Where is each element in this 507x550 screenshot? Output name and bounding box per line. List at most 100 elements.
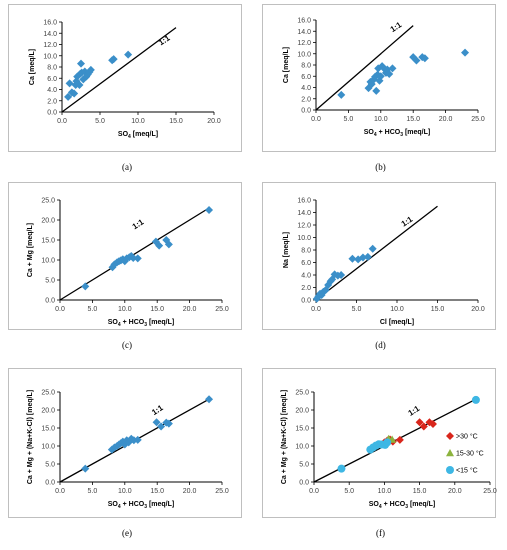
y-tick-label: 2.0 — [301, 285, 311, 292]
data-point-series-2 — [471, 395, 480, 404]
y-tick-label: 16.0 — [297, 198, 311, 205]
y-tick-label: 25.0 — [41, 390, 55, 397]
y-axis-label: Ca [meq/L] — [29, 49, 36, 85]
legend-entry: <15 °C — [456, 467, 478, 475]
x-tick-label: 15.0 — [431, 306, 445, 313]
caption-b: (b) — [375, 162, 386, 172]
y-tick-label: 8.0 — [301, 63, 311, 70]
y-tick-label: 6.0 — [301, 74, 311, 81]
data-point-series-2 — [337, 464, 346, 473]
data-point — [409, 53, 418, 62]
data-point — [129, 436, 138, 445]
x-tick-label: 15.0 — [169, 118, 183, 125]
data-point — [358, 253, 367, 262]
caption-d: (d) — [375, 340, 386, 350]
data-point — [337, 90, 346, 99]
reference-line-1-1 — [315, 25, 414, 111]
y-tick-label: 4.0 — [47, 87, 57, 94]
x-tick-label: 15.0 — [413, 488, 427, 495]
legend-marker — [446, 449, 454, 457]
data-point — [64, 92, 73, 101]
reference-line-1-1 — [61, 27, 177, 113]
y-tick-label: 15.0 — [41, 426, 55, 433]
data-point — [81, 282, 90, 291]
x-tick-label: 15.0 — [406, 116, 420, 123]
x-tick-label: 5.0 — [95, 118, 105, 125]
data-point — [155, 241, 164, 250]
data-point — [319, 287, 328, 296]
x-axis-label: SO4 + HCO3 [meq/L] — [364, 129, 430, 138]
y-tick-label: 2.0 — [47, 98, 57, 105]
y-tick-label: 0.0 — [299, 480, 309, 487]
data-point — [75, 81, 84, 89]
data-point — [205, 395, 214, 404]
data-points — [64, 50, 133, 101]
data-point — [330, 270, 339, 279]
x-axis-label: Cl [meq/L] — [380, 319, 414, 326]
y-tick-label: 10.0 — [43, 53, 57, 60]
y-tick-label: 10.0 — [297, 51, 311, 58]
x-tick-label: 15.0 — [150, 488, 164, 495]
y-tick-label: 6.0 — [47, 76, 57, 83]
data-point — [65, 79, 74, 88]
x-tick-label: 20.0 — [183, 488, 197, 495]
data-points — [81, 395, 214, 473]
panel-e: 0.0 5.0 10.0 15.0 20.0 25.0 0.0 5.0 10.0 15.0 20.0… — [0, 364, 254, 550]
y-axis-label: Ca + Mg + (Na+K-Cl) [meq/L] — [281, 390, 288, 484]
y-tick-label: 20.0 — [41, 408, 55, 415]
x-tick-label: 20.0 — [471, 306, 485, 313]
reference-line-label: 1:1 — [389, 20, 404, 34]
caption-f: (f) — [376, 528, 385, 538]
y-tick-label: 4.0 — [301, 273, 311, 280]
y-tick-label: 0.0 — [45, 480, 55, 487]
data-point — [420, 54, 429, 63]
data-point — [328, 275, 337, 284]
x-tick-label: 0.0 — [311, 116, 321, 123]
y-tick-label: 10.0 — [295, 444, 309, 451]
x-tick-label: 0.0 — [311, 306, 321, 313]
chart-c: 0.0 5.0 10.0 15.0 20.0 25.0 0.0 5.0 10.0 15.0 20.0… — [27, 198, 229, 329]
data-point — [157, 422, 166, 431]
data-point — [348, 254, 357, 263]
y-tick-label: 20.0 — [295, 408, 309, 415]
data-point-series-0 — [419, 422, 428, 431]
x-tick-label: 10.0 — [118, 306, 132, 313]
data-point — [378, 62, 387, 71]
data-point-series-2 — [383, 438, 392, 447]
data-point — [81, 464, 90, 473]
x-tick-label: 0.0 — [309, 488, 319, 495]
data-points — [337, 48, 470, 99]
y-tick-label: 16.0 — [297, 18, 311, 25]
x-axis-label: SO4 + HCO3 [meq/L] — [108, 319, 174, 328]
y-tick-label: 15.0 — [41, 238, 55, 245]
y-tick-label: 14.0 — [297, 29, 311, 36]
data-point — [412, 56, 421, 65]
panel-b: 0.0 5.0 10.0 15.0 20.0 25.0 0.0 2.0 4.0 6.0 8.0 10.… — [254, 0, 507, 178]
panel-f: 0.0 5.0 10.0 15.0 20.0 25.0 0.0 5.0 10.0 15.0 20.0… — [254, 364, 507, 550]
x-tick-label: 5.0 — [88, 306, 98, 313]
data-point — [124, 50, 133, 59]
y-tick-label: 12.0 — [43, 42, 57, 49]
y-tick-label: 16.0 — [43, 20, 57, 27]
data-point — [151, 237, 160, 246]
data-point-series-0 — [428, 420, 437, 429]
x-tick-label: 5.0 — [88, 488, 98, 495]
data-point — [129, 254, 138, 262]
x-tick-label: 10.0 — [374, 116, 388, 123]
legend-marker — [446, 432, 454, 440]
y-tick-label: 25.0 — [41, 198, 55, 205]
y-tick-label: 12.0 — [297, 223, 311, 230]
reference-line-label: 1:1 — [131, 217, 146, 231]
y-tick-label: 14.0 — [43, 31, 57, 38]
data-point — [164, 419, 173, 428]
reference-line-label: 1:1 — [407, 404, 422, 418]
y-axis-label: Na [meq/L] — [283, 232, 290, 268]
y-tick-label: 10.0 — [41, 258, 55, 265]
x-tick-label: 0.0 — [55, 306, 65, 313]
x-tick-label: 25.0 — [215, 488, 229, 495]
x-tick-label: 10.0 — [118, 488, 132, 495]
legend-entry: >30 °C — [456, 433, 478, 441]
y-tick-label: 10.0 — [41, 444, 55, 451]
y-tick-label: 0.0 — [301, 108, 311, 115]
x-tick-label: 5.0 — [352, 306, 362, 313]
